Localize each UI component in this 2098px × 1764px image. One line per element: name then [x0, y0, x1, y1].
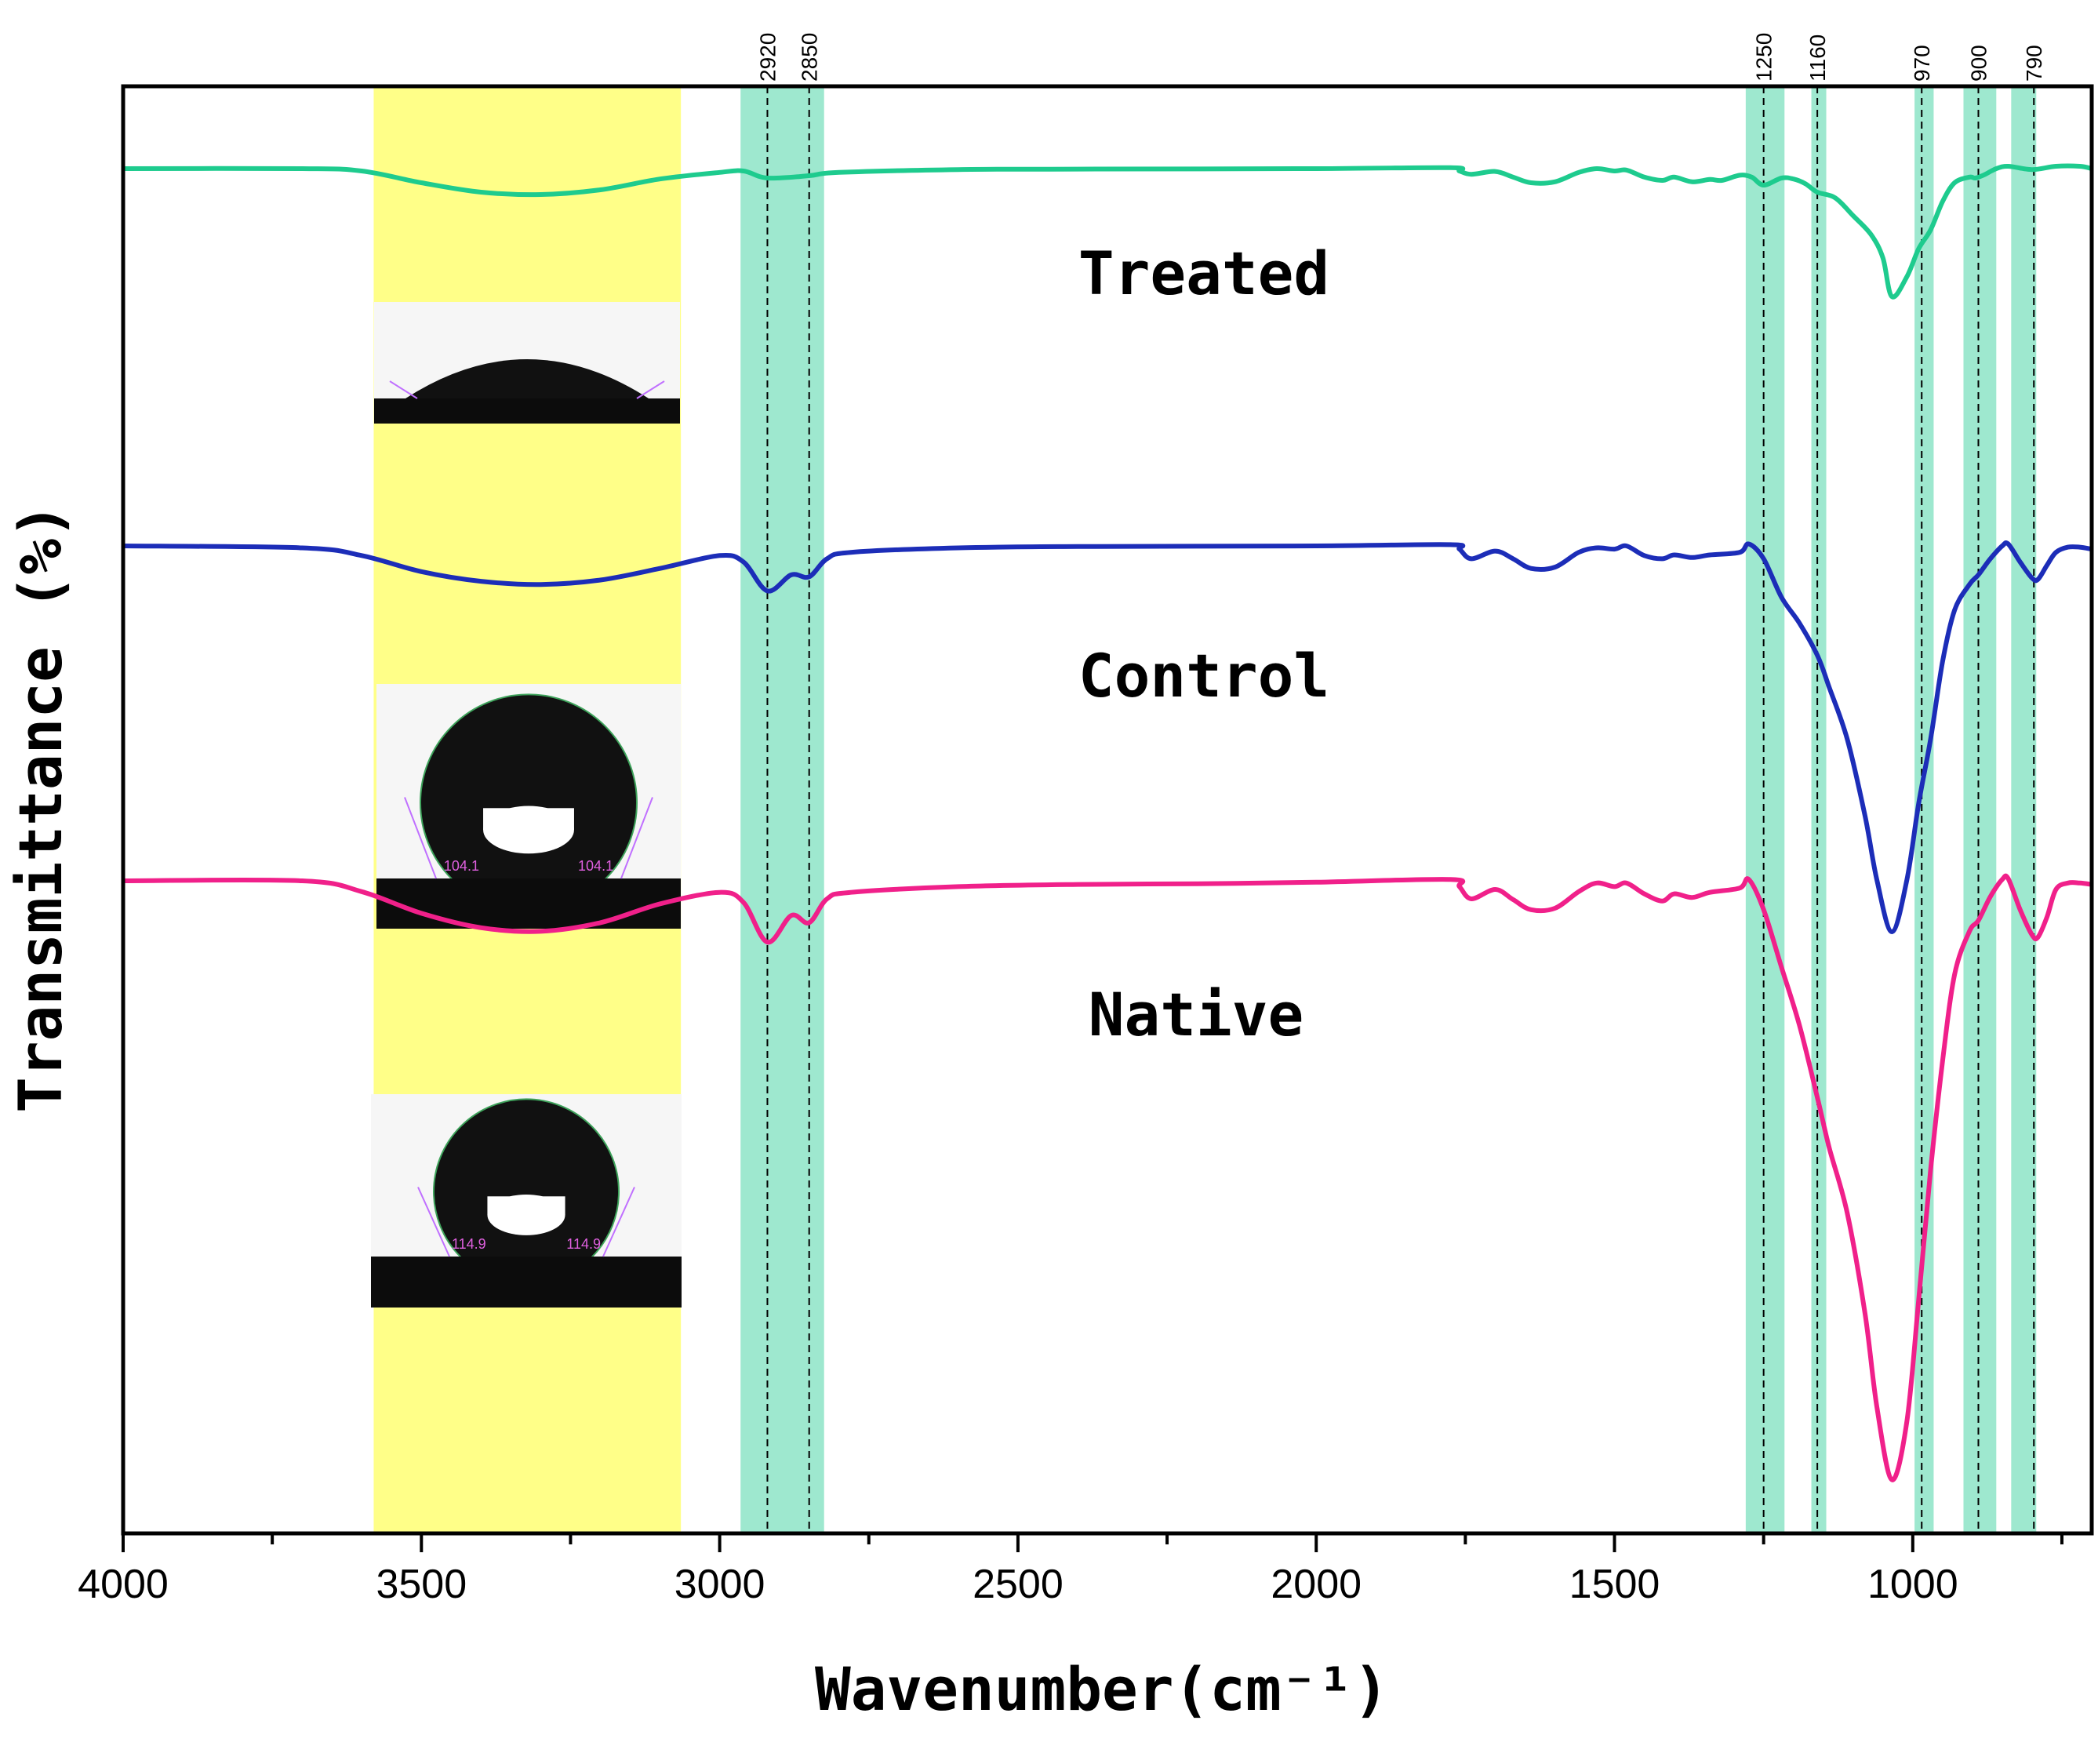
x-tick-label-3000: 3000: [674, 1562, 765, 1607]
peak-label-1160: 1160: [1805, 35, 1830, 82]
peak-label-900: 900: [1966, 45, 1991, 82]
series-line-control: [123, 540, 2092, 934]
series-labels: Treated Control Native: [1078, 238, 1329, 1049]
control-droplet-image: 104.1 104.1: [376, 684, 681, 929]
native-droplet-angle-right: 114.9: [566, 1236, 601, 1252]
control-droplet-angle-left: 104.1: [444, 858, 479, 874]
x-tick-label-2000: 2000: [1271, 1562, 1362, 1607]
band-b900: [1963, 86, 1997, 1533]
x-tick-label-1000: 1000: [1867, 1562, 1958, 1607]
spectra: [123, 163, 2092, 1482]
contact-angle-insets: 104.1 104.1 114.9 114.9: [371, 302, 682, 1308]
y-axis-title: Transmittance (%): [5, 503, 75, 1113]
series-label-control: Control: [1078, 641, 1329, 711]
peak-label-790: 790: [2022, 45, 2046, 82]
peak-label-2920: 2920: [755, 33, 780, 82]
native-droplet-angle-left: 114.9: [452, 1236, 486, 1252]
band-b1250: [1745, 86, 1785, 1533]
series-label-native: Native: [1089, 980, 1304, 1049]
x-tick-label-4000: 4000: [78, 1562, 169, 1607]
x-tick-label-2500: 2500: [973, 1562, 1064, 1607]
x-axis-title: Wavenumber(cm⁻¹): [815, 1654, 1389, 1724]
treated-droplet-image: [374, 302, 680, 424]
peak-lines: [766, 86, 2035, 1533]
x-tick-label-3500: 3500: [376, 1562, 467, 1607]
control-droplet-angle-right: 104.1: [578, 858, 613, 874]
band-b790: [2011, 86, 2037, 1533]
x-axis: 4000 3500 3000 2500 2000 1500 1000: [78, 1533, 2063, 1607]
series-label-treated: Treated: [1078, 238, 1329, 308]
series-line-treated: [123, 163, 2092, 300]
peak-label-1250: 1250: [1752, 33, 1776, 82]
band-b1160: [1811, 86, 1827, 1533]
peak-label-2850: 2850: [798, 33, 822, 82]
peak-labels: 2920 2850 1250 1160 970 900 790: [755, 33, 2046, 82]
band-ch-stretch: [740, 86, 824, 1533]
series-line-native: [123, 873, 2092, 1482]
native-droplet-image: 114.9 114.9: [371, 1094, 682, 1308]
peak-label-970: 970: [1910, 45, 1934, 82]
x-tick-label-1500: 1500: [1569, 1562, 1660, 1607]
plot-frame: [121, 84, 2094, 1536]
